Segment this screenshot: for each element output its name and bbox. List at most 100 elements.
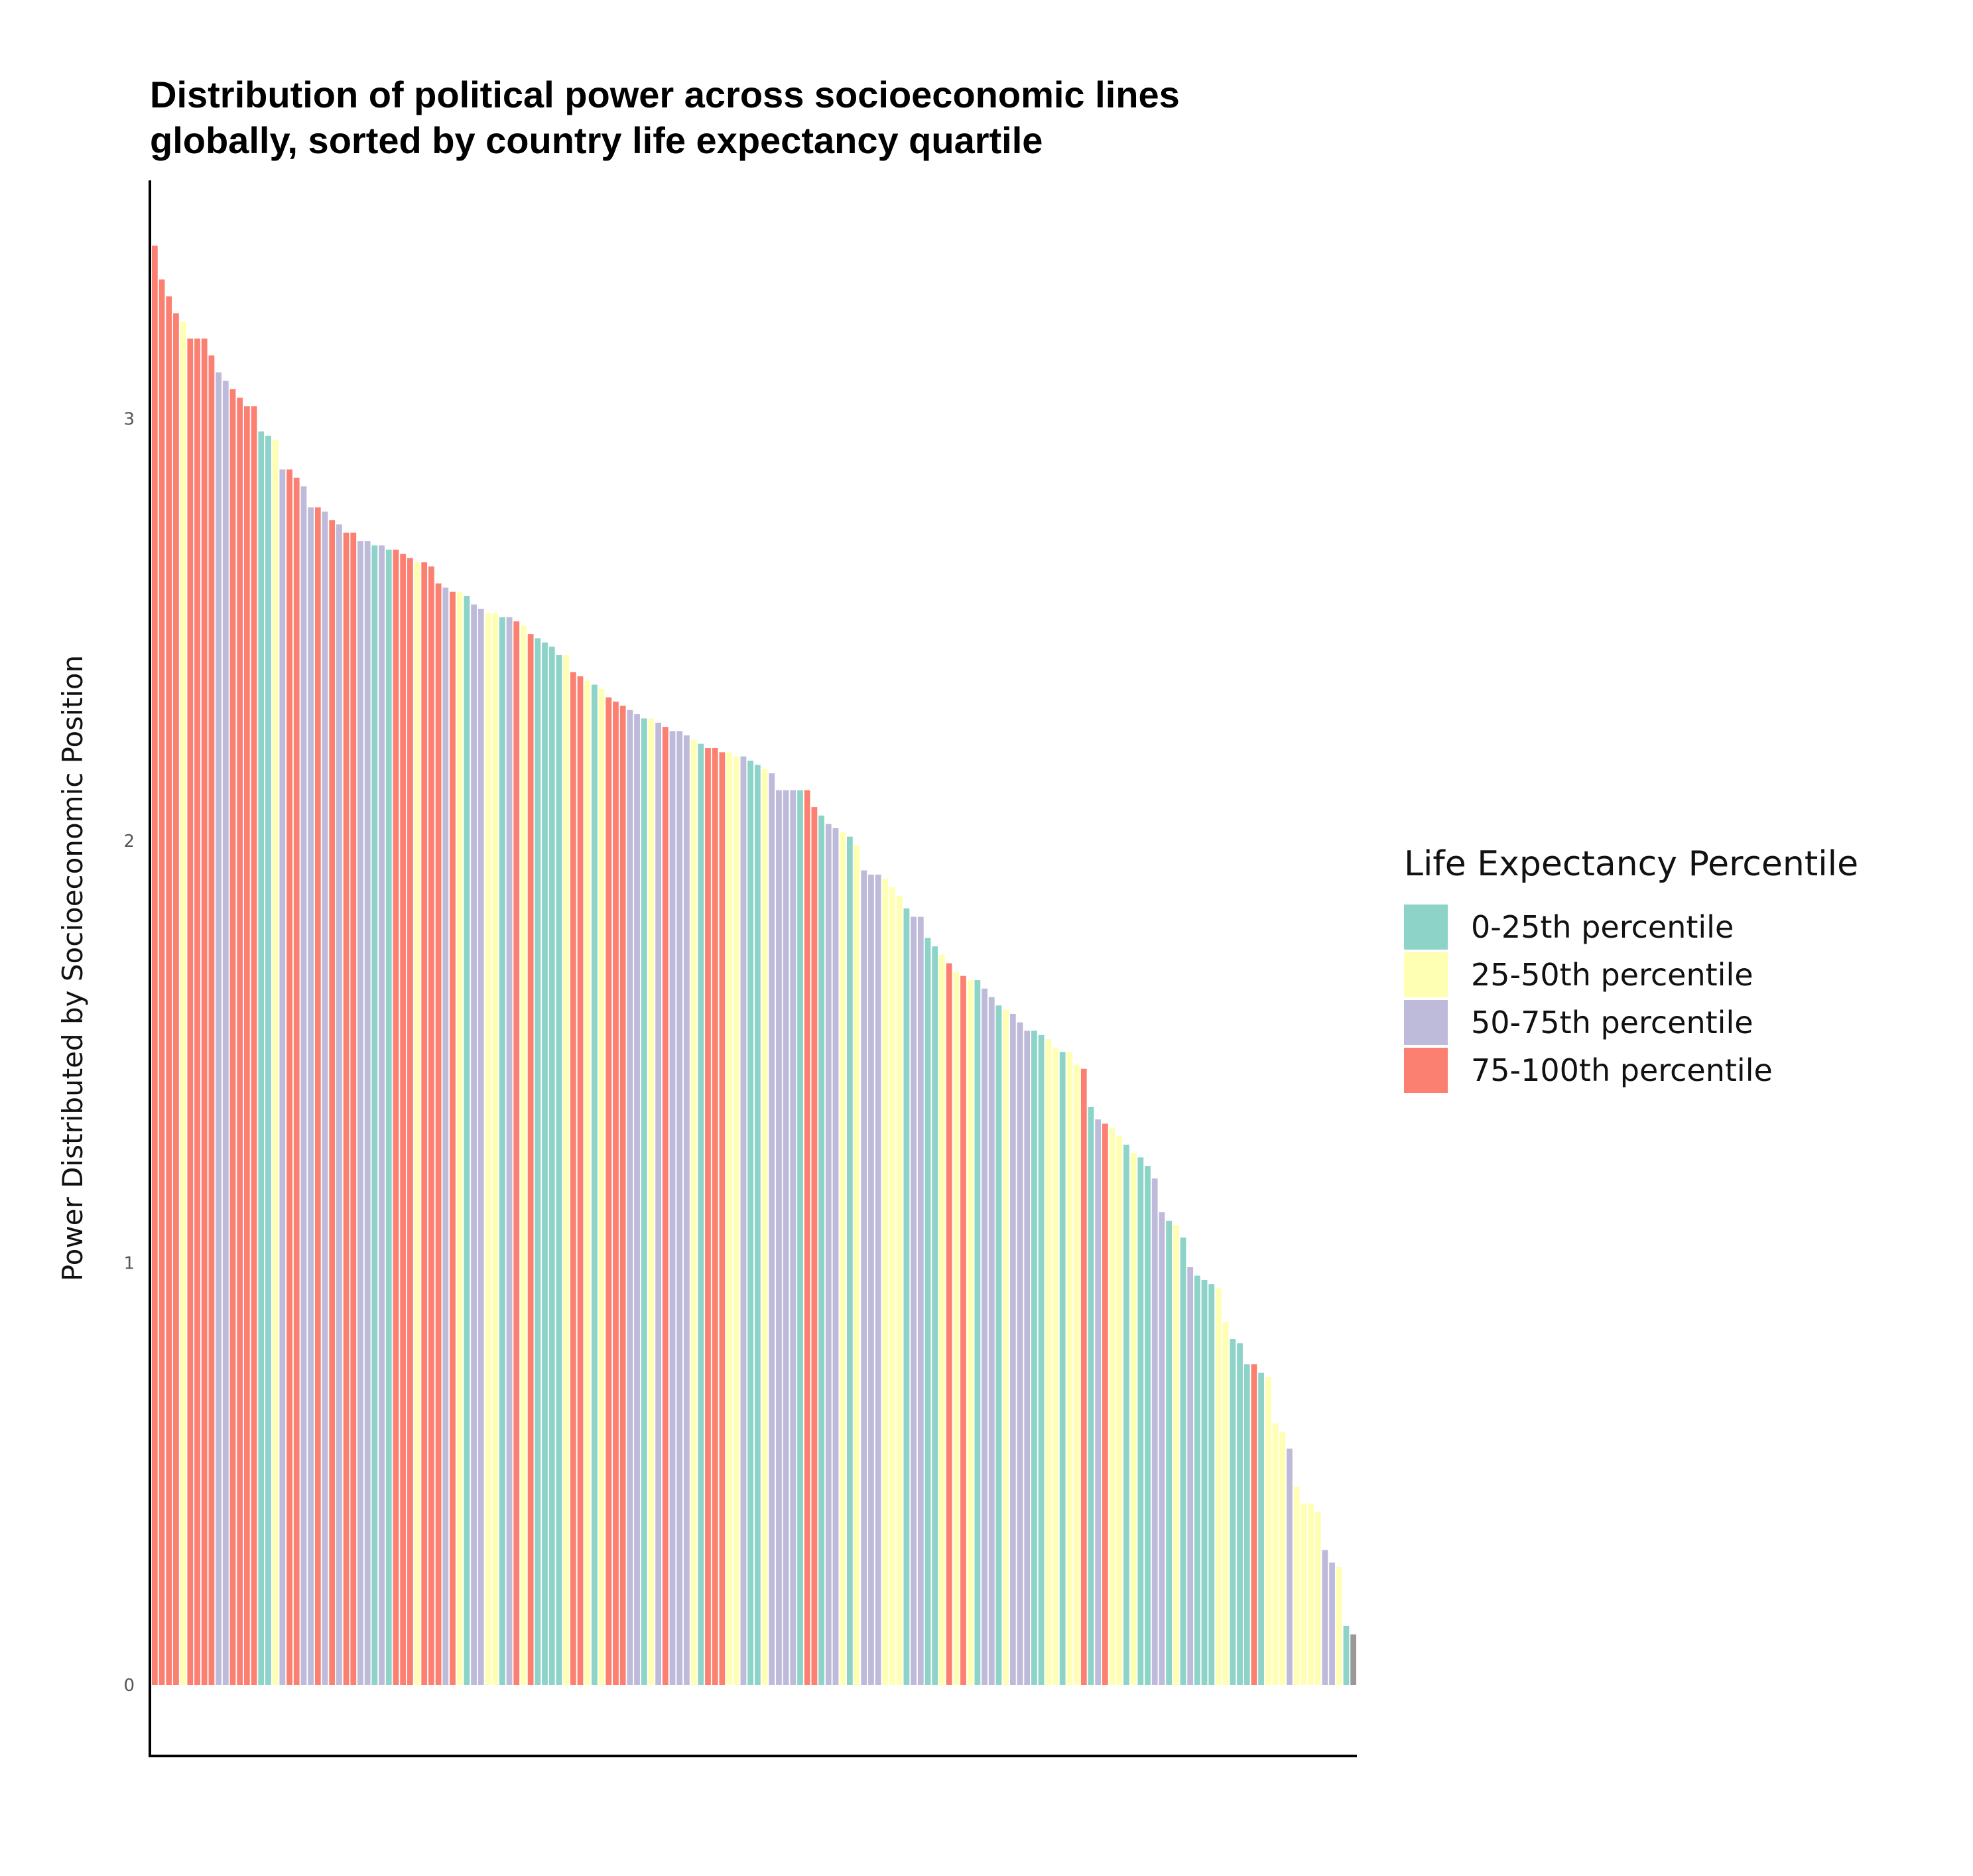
bar-166 xyxy=(1329,1562,1335,1685)
bar-46 xyxy=(477,608,484,1686)
bar-156 xyxy=(1258,1372,1265,1685)
bar-86 xyxy=(761,769,768,1685)
bar-125 xyxy=(1038,1034,1045,1685)
bar-36 xyxy=(407,558,413,1685)
legend-title: Life Expectancy Percentile xyxy=(1404,844,1858,884)
bar-26 xyxy=(336,524,342,1686)
bar-158 xyxy=(1272,1423,1279,1685)
bar-160 xyxy=(1287,1448,1293,1685)
bar-91 xyxy=(797,790,803,1685)
bar-108 xyxy=(917,916,924,1685)
bar-52 xyxy=(521,625,527,1685)
bar-84 xyxy=(747,761,754,1685)
bar-83 xyxy=(740,756,747,1685)
bar-103 xyxy=(882,879,889,1685)
bar-27 xyxy=(343,532,350,1685)
bar-35 xyxy=(400,554,407,1686)
bar-109 xyxy=(924,938,931,1685)
bar-113 xyxy=(953,971,960,1685)
bar-87 xyxy=(769,773,775,1685)
bar-167 xyxy=(1336,1566,1342,1685)
bar-81 xyxy=(726,752,732,1685)
bar-119 xyxy=(995,1005,1002,1685)
bar-126 xyxy=(1045,1039,1052,1685)
bar-20 xyxy=(293,477,300,1685)
bar-40 xyxy=(435,583,442,1685)
bar-114 xyxy=(960,975,966,1685)
bar-42 xyxy=(450,592,456,1685)
bar-12 xyxy=(237,397,243,1686)
y-axis-label: Power Distributed by Socioeconomic Posit… xyxy=(56,655,89,1281)
bar-47 xyxy=(485,613,491,1685)
bar-152 xyxy=(1230,1339,1236,1685)
bar-169 xyxy=(1350,1634,1357,1685)
bar-78 xyxy=(705,747,711,1685)
legend-label-1: 25-50th percentile xyxy=(1471,957,1753,993)
bar-155 xyxy=(1251,1364,1257,1685)
bar-51 xyxy=(513,621,520,1685)
legend-label-3: 75-100th percentile xyxy=(1471,1052,1773,1088)
bar-6 xyxy=(194,338,200,1685)
bar-10 xyxy=(222,381,229,1685)
bar-122 xyxy=(1017,1022,1023,1685)
bar-96 xyxy=(832,828,839,1685)
bar-102 xyxy=(875,874,881,1685)
bar-134 xyxy=(1102,1123,1108,1685)
bar-43 xyxy=(456,592,463,1685)
bar-54 xyxy=(535,638,541,1685)
bar-33 xyxy=(385,549,392,1685)
bar-135 xyxy=(1109,1127,1115,1685)
bar-131 xyxy=(1080,1068,1087,1685)
bar-161 xyxy=(1293,1486,1300,1685)
bar-23 xyxy=(314,507,321,1686)
bar-57 xyxy=(556,655,562,1686)
bar-107 xyxy=(911,916,917,1685)
bar-44 xyxy=(464,595,470,1685)
bar-29 xyxy=(357,541,363,1685)
bar-162 xyxy=(1301,1503,1307,1685)
bar-129 xyxy=(1066,1052,1073,1685)
bar-3 xyxy=(173,313,179,1686)
legend-swatch-0 xyxy=(1404,905,1448,950)
bars-group xyxy=(151,245,1357,1686)
bar-85 xyxy=(754,765,761,1685)
bar-56 xyxy=(548,647,555,1686)
bar-76 xyxy=(690,739,697,1685)
bar-55 xyxy=(542,642,548,1685)
bar-58 xyxy=(563,655,569,1686)
bar-100 xyxy=(861,870,867,1685)
bar-142 xyxy=(1159,1212,1165,1685)
bar-151 xyxy=(1222,1322,1229,1685)
bar-101 xyxy=(868,874,874,1685)
bar-15 xyxy=(258,431,265,1685)
bar-89 xyxy=(783,790,789,1685)
bar-123 xyxy=(1024,1031,1031,1685)
bar-73 xyxy=(669,731,676,1685)
bar-92 xyxy=(804,790,810,1685)
bar-25 xyxy=(329,520,336,1685)
bar-70 xyxy=(648,718,655,1685)
bar-110 xyxy=(932,946,938,1686)
bar-97 xyxy=(840,832,846,1685)
bar-45 xyxy=(471,604,477,1685)
bar-69 xyxy=(641,718,647,1685)
bar-88 xyxy=(776,790,782,1685)
bar-11 xyxy=(229,389,236,1686)
bar-94 xyxy=(818,815,824,1685)
bar-136 xyxy=(1116,1136,1123,1685)
bar-77 xyxy=(698,743,704,1685)
bar-112 xyxy=(946,963,952,1685)
bar-147 xyxy=(1194,1275,1200,1685)
y-tick-label-3: 3 xyxy=(123,410,135,430)
bar-157 xyxy=(1265,1377,1271,1685)
bar-19 xyxy=(286,469,292,1685)
bar-104 xyxy=(889,887,895,1685)
bar-133 xyxy=(1095,1119,1102,1685)
bar-163 xyxy=(1308,1503,1314,1685)
bar-31 xyxy=(371,545,378,1686)
bar-95 xyxy=(825,824,832,1685)
bar-149 xyxy=(1208,1284,1215,1685)
y-tick-label-2: 2 xyxy=(123,832,135,851)
bar-39 xyxy=(428,566,434,1685)
